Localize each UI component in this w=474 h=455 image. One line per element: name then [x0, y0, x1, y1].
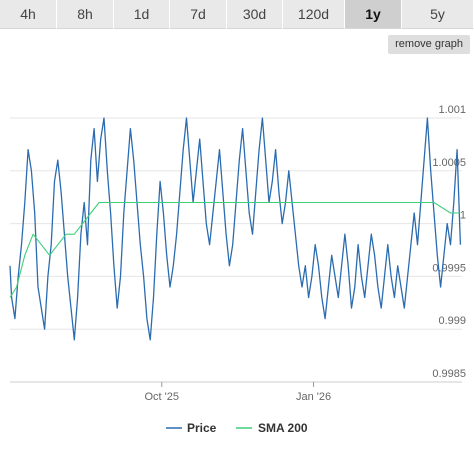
- legend-price-label: Price: [187, 421, 217, 435]
- tab-4h[interactable]: 4h: [0, 0, 57, 29]
- tab-120d[interactable]: 120d: [283, 0, 345, 29]
- price-series-line: [9, 117, 462, 341]
- tab-1y[interactable]: 1y: [345, 0, 402, 29]
- tab-8h[interactable]: 8h: [57, 0, 114, 29]
- y-tick-label: 1: [460, 210, 466, 222]
- tab-1d[interactable]: 1d: [114, 0, 170, 29]
- y-tick-label: 0.9995: [432, 262, 466, 274]
- y-tick-label: 0.999: [438, 315, 466, 327]
- y-tick-label: 1.001: [438, 104, 466, 116]
- sma-200-series-line: [9, 201, 461, 298]
- x-tick-label: Jan '26: [296, 391, 331, 403]
- legend-sma-label: SMA 200: [258, 421, 308, 435]
- tab-7d[interactable]: 7d: [170, 0, 227, 29]
- y-tick-label: 0.9985: [432, 368, 466, 380]
- y-tick-label: 1.0005: [432, 157, 466, 169]
- tab-30d[interactable]: 30d: [227, 0, 283, 29]
- timeframe-tabs: 4h 8h 1d 7d 30d 120d 1y 5y: [0, 0, 474, 30]
- tab-5y[interactable]: 5y: [402, 0, 474, 29]
- x-tick-label: Oct '25: [145, 391, 180, 403]
- remove-graph-button[interactable]: remove graph: [388, 35, 470, 54]
